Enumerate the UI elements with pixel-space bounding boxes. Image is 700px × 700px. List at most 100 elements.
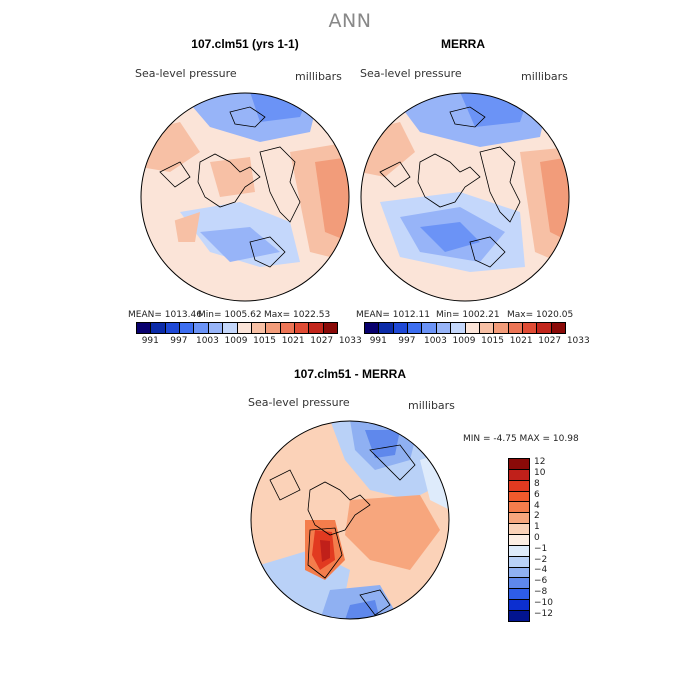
colorbar-tick-label: 1009 <box>452 336 476 346</box>
colorbar-swatch <box>137 323 152 333</box>
colorbar-swatch <box>509 469 529 481</box>
colorbar-tick-label: 991 <box>141 336 159 346</box>
figure-title: ANN <box>328 10 372 32</box>
variable-label-obs: Sea-level pressure <box>360 67 462 80</box>
colorbar-tick-label: −4 <box>534 565 548 576</box>
variable-label-model: Sea-level pressure <box>135 67 237 80</box>
units-label-diff: millibars <box>408 399 455 412</box>
colorbar-swatch <box>237 323 252 333</box>
polar-map-diff <box>250 420 450 620</box>
colorbar-tick-label: 1003 <box>423 336 447 346</box>
colorbar-swatch <box>509 567 529 579</box>
colorbar-tick-label: 0 <box>534 533 540 543</box>
colorbar-swatch <box>509 600 529 612</box>
colorbar-tick-label: −1 <box>534 543 548 554</box>
colorbar-swatch <box>522 323 538 333</box>
colorbar-swatch <box>422 323 437 333</box>
colorbar-tick-label: −8 <box>534 587 548 597</box>
colorbar-swatch <box>465 323 480 333</box>
stat-min-obs: Min= 1002.21 <box>436 310 500 320</box>
colorbar-tick-label: −12 <box>534 608 553 619</box>
colorbar-swatch <box>365 323 380 333</box>
colorbar-swatch <box>309 323 324 333</box>
colorbar-swatch <box>251 323 267 333</box>
colorbar-tick-label: 12 <box>534 457 546 468</box>
units-label-model: millibars <box>295 70 342 83</box>
variable-label-diff: Sea-level pressure <box>248 396 350 409</box>
colorbar-diff <box>508 458 530 622</box>
stat-min-model: Min= 1005.62 <box>198 310 262 320</box>
colorbar-swatch <box>508 323 523 333</box>
colorbar-tick-label: 991 <box>369 336 387 346</box>
colorbar-swatch <box>509 556 529 568</box>
colorbar-swatch <box>436 323 452 333</box>
colorbar-swatch <box>266 323 281 333</box>
colorbar-tick-label: 6 <box>534 489 540 500</box>
colorbar-tick-label: 1015 <box>253 336 277 346</box>
colorbar-tick-label: 1033 <box>566 336 590 346</box>
colorbar-tick-label: 4 <box>534 500 540 511</box>
colorbar-swatch <box>509 524 529 536</box>
colorbar-tick-label: 1027 <box>310 336 334 346</box>
colorbar-tick-label: 1021 <box>509 336 533 346</box>
stat-max-obs: Max= 1020.05 <box>507 310 574 320</box>
colorbar-swatch <box>294 323 310 333</box>
colorbar-swatch <box>509 545 529 557</box>
colorbar-tick-label: 1027 <box>538 336 562 346</box>
colorbar-obs <box>364 322 566 334</box>
colorbar-swatch <box>451 323 466 333</box>
colorbar-tick-label: −6 <box>534 576 548 587</box>
colorbar-tick-label: 1009 <box>224 336 248 346</box>
colorbar-ticks-model: 991 997 1003 1009 1015 1021 1027 1033 <box>136 336 362 348</box>
units-label-obs: millibars <box>521 70 568 83</box>
colorbar-tick-label: 1033 <box>338 336 362 346</box>
colorbar-tick-label: 1021 <box>281 336 305 346</box>
colorbar-swatch <box>509 491 529 503</box>
colorbar-swatch <box>509 611 529 621</box>
panel-title-diff: 107.clm51 - MERRA <box>293 367 407 381</box>
colorbar-swatch <box>509 578 529 590</box>
polar-map-model <box>140 92 350 302</box>
colorbar-swatch <box>408 323 423 333</box>
colorbar-tick-label: −2 <box>534 554 548 565</box>
colorbar-swatch <box>180 323 195 333</box>
colorbar-swatch <box>151 323 166 333</box>
colorbar-swatch <box>208 323 224 333</box>
stat-mean-model: MEAN= 1013.46 <box>128 310 202 320</box>
colorbar-swatch <box>494 323 509 333</box>
colorbar-swatch <box>537 323 552 333</box>
colorbar-swatch <box>194 323 209 333</box>
panel-title-obs: MERRA <box>441 37 485 51</box>
colorbar-swatch <box>509 589 529 601</box>
colorbar-ticks-diff: 12 10 8 6 4 2 1 0 −1 −2 −4 −6 −8 −10 −12 <box>534 457 574 620</box>
colorbar-tick-label: 8 <box>534 479 540 489</box>
colorbar-tick-label: 997 <box>398 336 416 346</box>
colorbar-swatch <box>509 535 529 546</box>
panel-title-model: 107.clm51 (yrs 1-1) <box>191 37 299 51</box>
colorbar-swatch <box>165 323 181 333</box>
colorbar-tick-label: 1015 <box>481 336 505 346</box>
stat-minmax-diff: MIN = -4.75 MAX = 10.98 <box>463 434 579 444</box>
colorbar-tick-label: 2 <box>534 511 540 522</box>
colorbar-swatch <box>479 323 495 333</box>
colorbar-swatch <box>509 502 529 514</box>
colorbar-tick-label: −10 <box>534 597 553 608</box>
colorbar-model <box>136 322 338 334</box>
colorbar-swatch <box>509 513 529 525</box>
colorbar-swatch <box>509 480 529 492</box>
colorbar-tick-label: 10 <box>534 468 546 479</box>
colorbar-tick-label: 1 <box>534 522 540 533</box>
colorbar-swatch <box>323 323 338 333</box>
colorbar-tick-label: 1003 <box>195 336 219 346</box>
polar-map-obs <box>360 92 570 302</box>
colorbar-swatch <box>509 459 529 470</box>
colorbar-tick-label: 997 <box>170 336 188 346</box>
colorbar-swatch <box>393 323 409 333</box>
colorbar-swatch <box>223 323 238 333</box>
colorbar-swatch <box>280 323 295 333</box>
colorbar-swatch <box>551 323 566 333</box>
colorbar-ticks-obs: 991 997 1003 1009 1015 1021 1027 1033 <box>364 336 590 348</box>
colorbar-swatch <box>379 323 394 333</box>
stat-mean-obs: MEAN= 1012.11 <box>356 310 430 320</box>
stat-max-model: Max= 1022.53 <box>264 310 331 320</box>
